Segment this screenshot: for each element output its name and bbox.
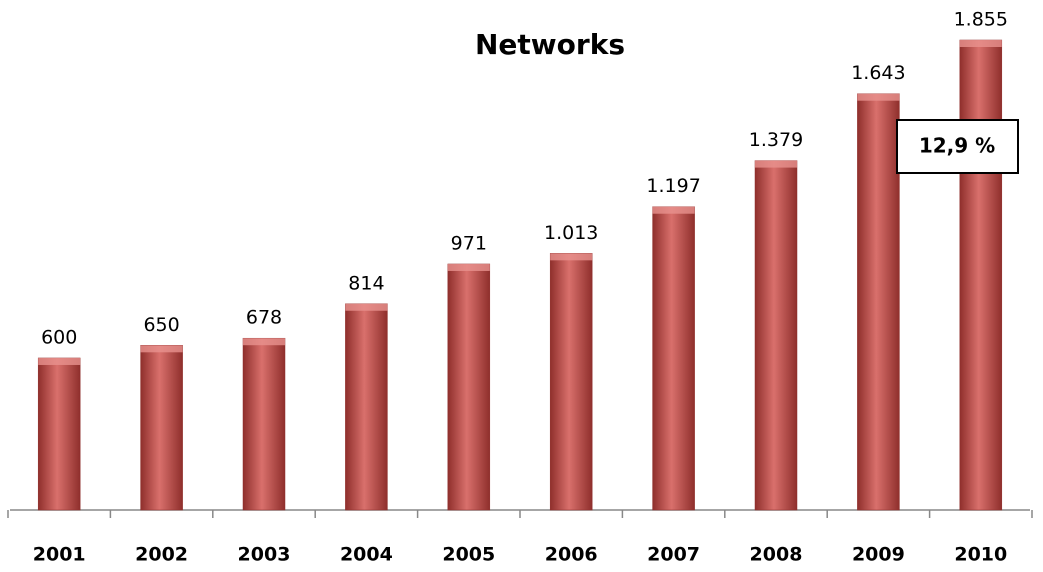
- data-label: 600: [41, 326, 77, 348]
- bar: [242, 337, 286, 511]
- x-tick-label: 2001: [33, 544, 86, 566]
- bar-cap: [243, 338, 285, 346]
- x-tick-label: 2008: [750, 544, 803, 566]
- bar: [652, 206, 695, 511]
- data-label: 1.197: [646, 175, 700, 197]
- x-tick-label: 2005: [442, 544, 495, 566]
- bar: [345, 303, 388, 511]
- bar: [140, 345, 183, 511]
- annotation: 12,9 %: [919, 134, 995, 158]
- x-tick-label: 2006: [545, 544, 598, 566]
- bar: [549, 253, 593, 511]
- annotation-box: [896, 119, 1019, 174]
- x-tick-label: 2004: [340, 544, 393, 566]
- bar-cap: [755, 160, 797, 168]
- x-tick-label: 2003: [238, 544, 291, 566]
- data-label: 971: [451, 232, 487, 254]
- chart-title: Networks: [475, 28, 625, 61]
- bar-cap: [38, 357, 81, 365]
- bar: [959, 39, 1003, 511]
- bar: [857, 93, 900, 511]
- bar-cap: [345, 303, 388, 311]
- bar-cap: [857, 93, 900, 101]
- bar: [37, 357, 81, 511]
- data-label: 1.013: [544, 222, 598, 244]
- bar-cap: [959, 40, 1002, 47]
- bar: [447, 263, 491, 511]
- bar: [754, 160, 798, 511]
- data-label: 1.379: [749, 129, 803, 151]
- x-tick-label: 2007: [647, 544, 700, 566]
- x-tick-label: 2010: [954, 544, 1007, 566]
- data-label: 678: [246, 307, 282, 329]
- bar-cap: [140, 345, 183, 353]
- data-label: 650: [143, 314, 179, 336]
- bar-cap: [652, 206, 695, 214]
- bar-cap: [550, 253, 593, 261]
- data-label: 814: [348, 272, 384, 294]
- x-tick-label: 2002: [135, 544, 188, 566]
- bar-cap: [447, 263, 490, 271]
- data-label: 1.855: [954, 9, 1008, 31]
- x-tick-label: 2009: [852, 544, 905, 566]
- data-label: 1.643: [851, 62, 905, 84]
